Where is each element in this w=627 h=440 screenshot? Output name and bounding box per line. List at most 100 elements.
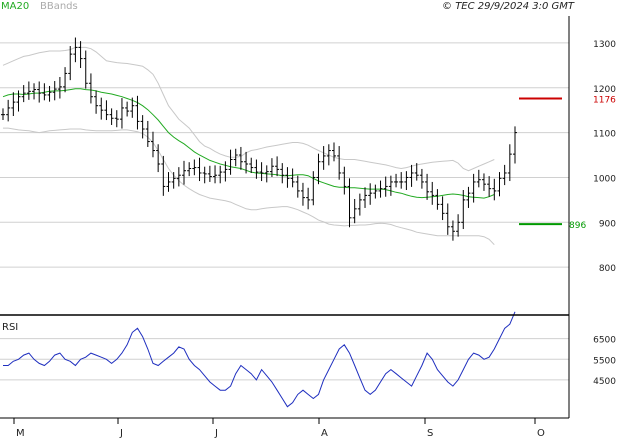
price-bar bbox=[187, 162, 192, 177]
price-bar bbox=[119, 98, 124, 129]
price-bar bbox=[414, 163, 419, 181]
price-bar bbox=[99, 97, 104, 120]
price-bar bbox=[254, 159, 259, 179]
x-tick-label: A bbox=[321, 428, 328, 439]
price-bar bbox=[388, 175, 393, 196]
price-bar bbox=[26, 81, 31, 100]
price-bar bbox=[218, 165, 223, 184]
ma20-line bbox=[2, 88, 495, 199]
price-bar bbox=[373, 184, 378, 199]
price-bar bbox=[57, 76, 62, 99]
price-bar bbox=[445, 203, 450, 235]
price-bar bbox=[171, 172, 176, 189]
price-bar bbox=[47, 85, 52, 102]
price-tick-label: 900 bbox=[599, 219, 616, 229]
price-bar bbox=[125, 101, 130, 117]
price-bar bbox=[404, 171, 409, 191]
price-bar bbox=[419, 168, 424, 189]
price-bar bbox=[244, 151, 249, 174]
price-bar bbox=[83, 50, 88, 89]
price-bar bbox=[295, 175, 300, 198]
price-bar bbox=[399, 172, 404, 189]
price-bar bbox=[347, 178, 352, 228]
rsi-title: RSI bbox=[2, 322, 18, 333]
price-tick-label: 1100 bbox=[593, 130, 616, 140]
price-bar bbox=[450, 220, 455, 241]
price-bar bbox=[300, 182, 305, 206]
price-bar bbox=[207, 165, 212, 182]
price-bar bbox=[487, 176, 492, 197]
price-bar bbox=[32, 83, 37, 100]
price-y-axis: 800 900 1000 1100 1200 1300 bbox=[593, 40, 616, 274]
price-bar bbox=[275, 156, 280, 177]
price-bar bbox=[176, 167, 181, 187]
price-bar bbox=[326, 144, 331, 166]
price-bar bbox=[94, 90, 99, 114]
price-bar bbox=[166, 172, 171, 192]
price-bar bbox=[471, 173, 476, 203]
price-bar bbox=[73, 37, 78, 63]
legend-bbands: BBands bbox=[40, 1, 78, 12]
price-bar bbox=[363, 187, 368, 208]
price-bar bbox=[357, 193, 362, 216]
price-bar bbox=[497, 172, 502, 197]
price-bar bbox=[140, 115, 145, 139]
bollinger-lower-line bbox=[3, 127, 495, 246]
price-bar bbox=[114, 110, 119, 128]
price-bar bbox=[435, 189, 440, 210]
price-tick-label: 800 bbox=[599, 264, 616, 274]
support-label: 896 bbox=[569, 221, 586, 231]
price-bar bbox=[135, 95, 140, 130]
price-bar bbox=[197, 157, 202, 182]
price-tick-label: 1200 bbox=[593, 85, 616, 95]
price-bar bbox=[1, 108, 5, 121]
price-bar bbox=[109, 108, 114, 125]
rsi-tick-label: 5500 bbox=[593, 356, 616, 366]
price-bars bbox=[1, 37, 517, 241]
price-bar bbox=[156, 144, 161, 173]
price-bar bbox=[481, 173, 486, 191]
price-bar bbox=[337, 146, 342, 180]
price-bar bbox=[259, 162, 264, 182]
price-bar bbox=[383, 176, 388, 197]
bollinger-upper-line bbox=[2, 46, 495, 172]
rsi-tick-label: 6500 bbox=[593, 336, 616, 346]
price-grid bbox=[0, 42, 569, 268]
price-bar bbox=[264, 165, 269, 183]
copyright-text: © TEC 29/9/2024 3:0 GMT bbox=[442, 1, 575, 12]
x-tick-label: S bbox=[427, 428, 433, 439]
resistance-label: 1176 bbox=[593, 96, 616, 106]
price-bar bbox=[233, 148, 238, 167]
price-bar bbox=[306, 187, 311, 210]
price-bar bbox=[440, 196, 445, 221]
price-tick-label: 1300 bbox=[593, 40, 616, 50]
price-bar bbox=[394, 173, 399, 188]
price-bar bbox=[456, 214, 461, 237]
x-tick-label: O bbox=[537, 428, 545, 439]
price-bar bbox=[52, 81, 57, 101]
price-tick-label: 1000 bbox=[593, 174, 616, 184]
price-bar bbox=[409, 164, 414, 187]
price-bar bbox=[430, 181, 435, 205]
price-bar bbox=[145, 120, 150, 147]
price-bar bbox=[331, 142, 336, 162]
price-bar bbox=[213, 165, 218, 184]
price-bar bbox=[269, 158, 274, 178]
price-bar bbox=[342, 166, 347, 195]
price-panel: 800 900 1000 1100 1200 1300 1176 896 bbox=[0, 37, 616, 274]
price-bar bbox=[223, 161, 228, 182]
rsi-y-axis: 4500 5500 6500 bbox=[593, 336, 616, 387]
price-bar bbox=[466, 186, 471, 208]
price-bar bbox=[182, 160, 187, 185]
price-bar bbox=[228, 149, 233, 175]
price-bar bbox=[378, 180, 383, 198]
price-bar bbox=[161, 155, 166, 196]
price-bar bbox=[202, 166, 207, 184]
x-tick-label: J bbox=[214, 428, 218, 439]
price-bar bbox=[425, 173, 430, 200]
price-bar bbox=[461, 190, 466, 230]
price-bar bbox=[321, 146, 326, 170]
price-bar bbox=[16, 90, 21, 112]
